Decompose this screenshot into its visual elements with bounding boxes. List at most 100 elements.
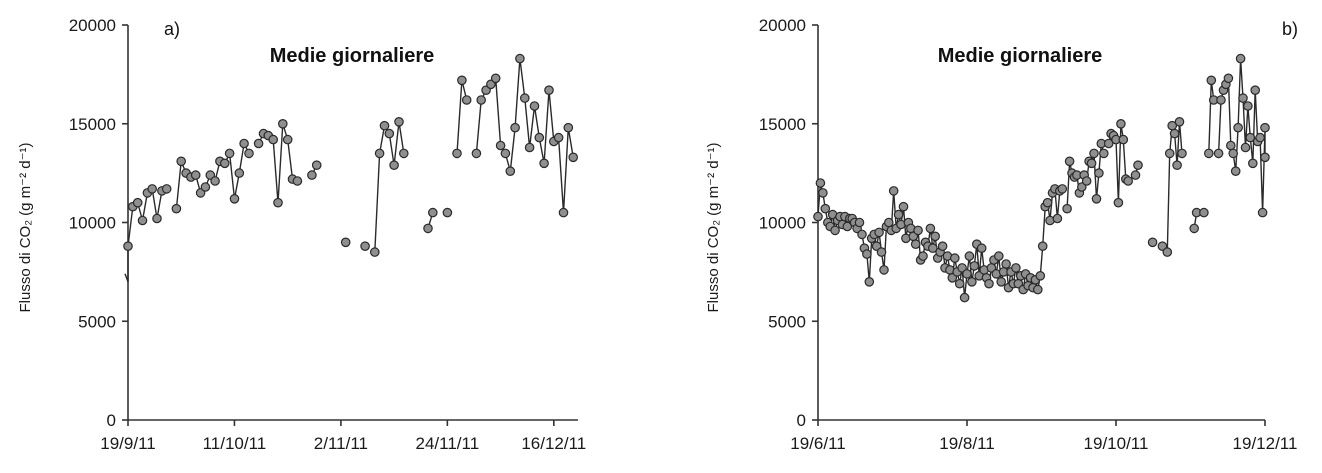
data-point — [244, 148, 254, 159]
data-point — [558, 207, 569, 218]
data-point — [969, 261, 980, 271]
x-tick-label: 24/11/11 — [416, 434, 480, 453]
data-point — [427, 207, 438, 218]
data-point — [1011, 263, 1021, 273]
data-point — [1037, 241, 1048, 251]
y-axis-label: Flusso di CO₂ (g m⁻² d⁻¹) — [17, 142, 34, 312]
data-point — [813, 211, 823, 222]
data-point — [910, 239, 921, 249]
data-point — [1223, 73, 1234, 84]
y-tick-label: 5000 — [768, 312, 806, 331]
data-point — [544, 85, 554, 95]
panel-label: a) — [164, 19, 180, 39]
data-point — [1206, 75, 1217, 86]
x-tick-label: 11/10/11 — [203, 434, 267, 453]
data-point — [423, 223, 433, 234]
data-point — [1033, 284, 1043, 295]
data-point — [529, 101, 540, 111]
data-point — [268, 134, 278, 145]
data-point — [1230, 166, 1241, 176]
x-tick-label: 19/6/11 — [790, 434, 845, 453]
data-point — [369, 247, 380, 257]
data-point — [957, 263, 967, 273]
x-tick-label: 19/8/11 — [939, 434, 994, 453]
data-point — [161, 184, 172, 194]
data-point — [815, 178, 826, 188]
data-point — [993, 251, 1004, 261]
y-tick-label: 0 — [107, 411, 116, 430]
data-point — [490, 73, 501, 84]
data-point — [277, 119, 288, 129]
data-point — [398, 148, 409, 159]
data-point — [360, 241, 370, 251]
data-point — [229, 194, 240, 204]
data-point — [500, 148, 511, 159]
y-tick-label: 0 — [797, 411, 806, 430]
x-tick-label: 19/12/11 — [1233, 434, 1298, 453]
data-point — [147, 184, 157, 194]
x-tick-label: 19/9/11 — [100, 434, 155, 453]
data-point — [539, 158, 549, 169]
data-point — [510, 122, 520, 133]
data-point — [190, 170, 201, 180]
data-point — [959, 292, 970, 303]
data-point — [210, 176, 220, 186]
data-point — [925, 223, 936, 234]
chart-title: Medie giornaliere — [938, 45, 1103, 67]
data-point — [452, 148, 462, 159]
data-point — [1199, 207, 1209, 218]
data-point — [918, 251, 928, 261]
data-point — [818, 188, 828, 198]
data-point — [876, 247, 887, 257]
data-point — [996, 276, 1006, 287]
data-point — [1250, 85, 1260, 95]
data-point — [220, 158, 230, 169]
data-point — [864, 276, 875, 287]
data-point — [171, 203, 182, 214]
data-point — [505, 166, 516, 176]
data-point — [1213, 148, 1224, 159]
data-point — [389, 160, 399, 170]
data-point — [461, 95, 472, 105]
series-line-segment — [1166, 121, 1183, 253]
data-point — [224, 148, 235, 159]
data-point — [132, 197, 143, 208]
chart-panel-a: 0 5000 10000 15000 20000 19/9/11 11/10/11 2/11/… — [17, 16, 586, 453]
data-point — [282, 134, 293, 145]
data-point — [883, 217, 894, 228]
data-point — [1089, 148, 1099, 159]
data-point — [879, 265, 889, 275]
data-point — [1062, 203, 1072, 214]
data-point — [273, 197, 283, 208]
data-point — [1086, 158, 1097, 169]
y-tick-label: 5000 — [78, 312, 116, 331]
data-point — [442, 207, 453, 218]
data-point — [1118, 134, 1129, 145]
series-line-tip — [124, 273, 129, 282]
y-tick-label: 20000 — [759, 16, 806, 35]
data-point — [1103, 138, 1114, 149]
data-point — [307, 170, 317, 180]
data-point — [937, 241, 948, 251]
data-point — [137, 215, 148, 226]
chart-title: Medie giornaliere — [270, 45, 435, 67]
data-point — [1233, 122, 1243, 133]
data-point — [967, 276, 977, 287]
data-point — [176, 156, 186, 167]
data-point — [820, 203, 831, 214]
data-point — [1123, 176, 1133, 186]
series-line-segment — [374, 121, 405, 253]
series-line-segment — [127, 187, 167, 282]
data-point — [1130, 170, 1141, 180]
y-tick-label: 15000 — [759, 115, 806, 134]
data-point — [962, 269, 972, 279]
data-point — [976, 243, 987, 253]
data-point — [1162, 247, 1173, 257]
data-point — [374, 148, 385, 159]
data-point — [239, 138, 249, 149]
data-point — [1169, 128, 1180, 139]
data-point — [1035, 270, 1046, 281]
data-point — [457, 75, 467, 86]
data-point — [1204, 148, 1214, 159]
data-point — [898, 201, 909, 212]
